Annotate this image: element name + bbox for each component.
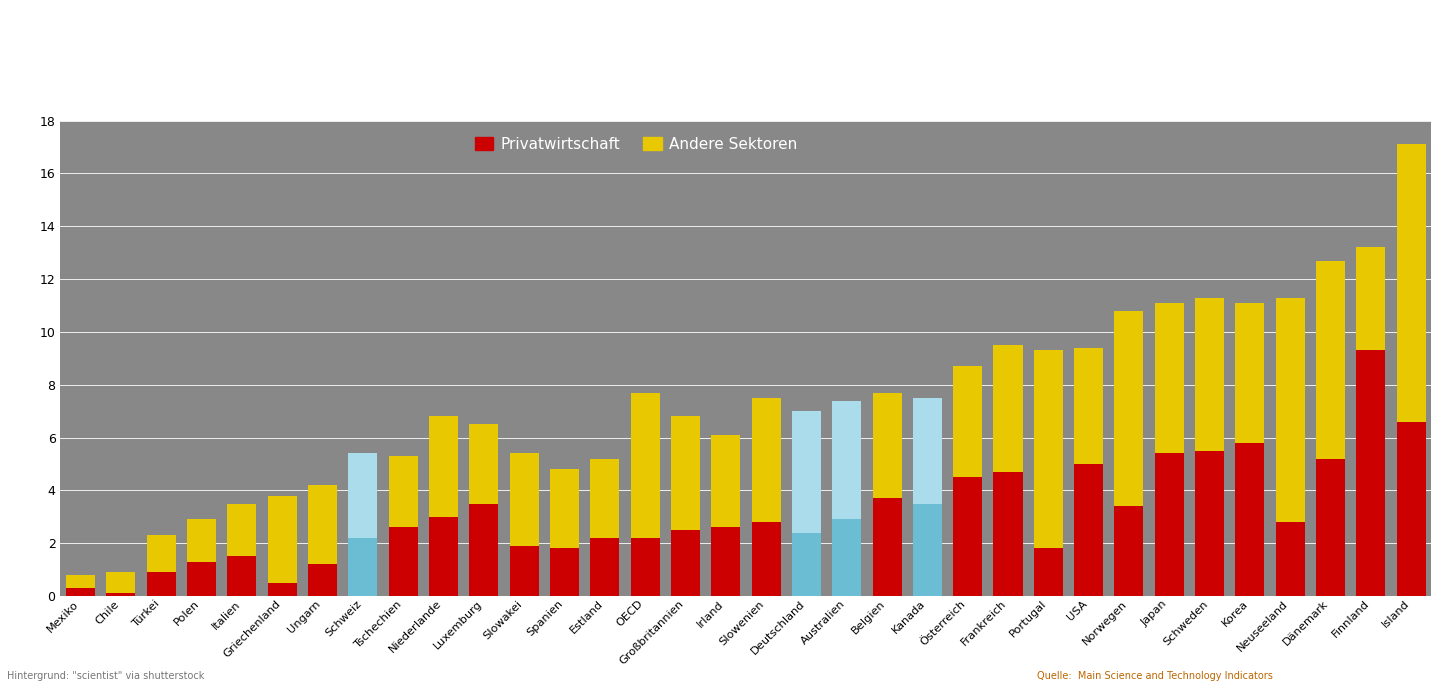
Text: Quelle:  Main Science and Technology Indicators: Quelle: Main Science and Technology Indi… — [1037, 670, 1273, 681]
Bar — [1397, 422, 1426, 596]
Bar — [1236, 303, 1264, 443]
Bar — [348, 453, 377, 538]
Bar — [1236, 443, 1264, 596]
Bar — [711, 435, 740, 527]
Bar — [1115, 506, 1143, 596]
Bar — [308, 564, 337, 596]
Bar — [147, 572, 176, 596]
Bar — [832, 520, 861, 596]
Bar — [228, 557, 256, 596]
Bar — [66, 588, 95, 596]
Bar — [913, 398, 942, 504]
Bar — [308, 485, 337, 564]
Bar — [66, 575, 95, 588]
Bar — [107, 572, 135, 593]
Text: Auf tausend Beschäftigte (vollzeitäquivalent), 2010: Auf tausend Beschäftigte (vollzeitäquiva… — [76, 97, 490, 112]
Bar — [228, 504, 256, 557]
Bar — [1276, 298, 1305, 522]
Bar — [792, 411, 821, 533]
Bar — [671, 530, 700, 596]
Bar — [1115, 311, 1143, 506]
Bar — [268, 495, 297, 583]
Bar — [1155, 453, 1184, 596]
Bar — [590, 459, 619, 538]
Bar — [671, 416, 700, 530]
Bar — [469, 504, 498, 596]
Bar — [631, 538, 660, 596]
Bar — [953, 477, 982, 596]
Bar — [1397, 145, 1426, 422]
Bar — [510, 453, 539, 546]
Bar — [913, 504, 942, 596]
Bar — [1276, 522, 1305, 596]
Bar — [832, 400, 861, 520]
Bar — [1316, 260, 1345, 459]
Legend: Privatwirtschaft, Andere Sektoren: Privatwirtschaft, Andere Sektoren — [468, 131, 804, 158]
Bar — [268, 583, 297, 596]
Bar — [550, 548, 579, 596]
Bar — [510, 546, 539, 596]
Bar — [752, 398, 780, 522]
Bar — [107, 593, 135, 596]
Bar — [348, 538, 377, 596]
Bar — [389, 527, 418, 596]
Bar — [953, 367, 982, 477]
Bar — [389, 456, 418, 527]
Bar — [711, 527, 740, 596]
Bar — [1034, 351, 1063, 548]
Bar — [631, 393, 660, 538]
Bar — [1195, 298, 1224, 451]
Bar — [1074, 348, 1103, 464]
Bar — [1074, 464, 1103, 596]
Bar — [994, 345, 1022, 472]
Bar — [1356, 247, 1385, 351]
Bar — [187, 520, 216, 562]
Bar — [1155, 303, 1184, 453]
Bar — [429, 517, 458, 596]
Bar — [550, 469, 579, 548]
Bar — [873, 393, 901, 498]
Bar — [147, 535, 176, 572]
Bar — [873, 498, 901, 596]
Bar — [1356, 351, 1385, 596]
Bar — [1034, 548, 1063, 596]
Bar — [792, 533, 821, 596]
Bar — [1195, 451, 1224, 596]
Bar — [994, 472, 1022, 596]
Text: Hintergrund: "scientist" via shutterstock: Hintergrund: "scientist" via shutterstoc… — [7, 670, 204, 681]
Bar — [1316, 459, 1345, 596]
Bar — [429, 416, 458, 517]
Bar — [469, 424, 498, 504]
Text: Forscherdichte: Forscherdichte — [76, 23, 426, 65]
Bar — [187, 562, 216, 596]
Bar — [590, 538, 619, 596]
Bar — [752, 522, 780, 596]
